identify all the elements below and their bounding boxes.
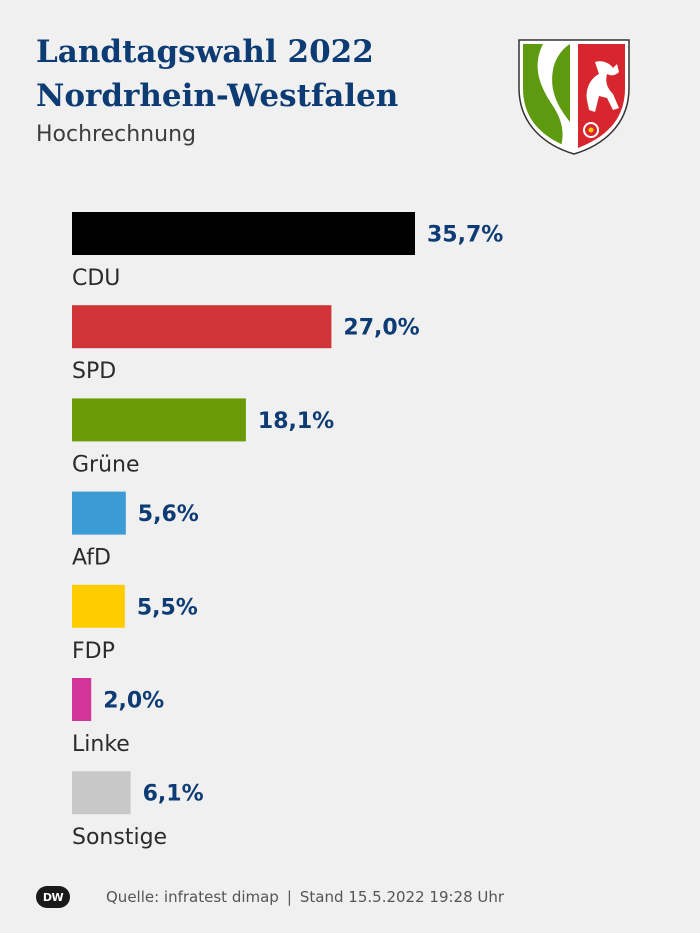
bar-spd	[72, 305, 332, 349]
value-label-gr-ne: 18,1%	[258, 409, 334, 434]
category-label-sonstige: Sonstige	[72, 825, 167, 850]
value-label-sonstige: 6,1%	[143, 782, 204, 807]
value-label-cdu: 35,7%	[427, 223, 503, 248]
bar-linke	[72, 678, 92, 721]
bar-gr-ne	[72, 398, 246, 442]
bar-fdp	[72, 584, 125, 628]
stand-text: Stand 15.5.2022 19:28 Uhr	[299, 888, 505, 906]
dw-logo: DW	[36, 886, 70, 908]
chart-title: Landtagswahl 2022 Nordrhein-Westfalen	[36, 30, 398, 118]
title-line-1: Landtagswahl 2022	[36, 34, 374, 70]
bar-chart: 35,7% CDU 27,0% SPD 18,1% Grüne 5,6% AfD 5,5% FDP…	[72, 212, 503, 850]
footer-separator: |	[286, 888, 292, 906]
category-label-gr-ne: Grüne	[72, 452, 140, 477]
category-label-linke: Linke	[72, 732, 130, 757]
category-label-afd: AfD	[72, 546, 111, 571]
bar-afd	[72, 491, 126, 535]
nrw-coat-of-arms-icon	[518, 39, 630, 155]
category-label-spd: SPD	[72, 359, 116, 384]
source-text: Quelle: infratest dimap	[106, 888, 279, 906]
category-label-fdp: FDP	[72, 639, 115, 664]
bar-cdu	[72, 212, 415, 255]
value-label-afd: 5,6%	[138, 502, 199, 527]
title-line-2: Nordrhein-Westfalen	[36, 78, 399, 114]
value-label-linke: 2,0%	[103, 689, 164, 714]
value-label-spd: 27,0%	[343, 316, 419, 341]
footer: DW Quelle: infratest dimap | Stand 15.5.…	[36, 882, 504, 912]
bar-sonstige	[72, 771, 131, 815]
chart-subtitle: Hochrechnung	[36, 122, 196, 147]
value-label-fdp: 5,5%	[137, 595, 198, 620]
category-label-cdu: CDU	[72, 266, 120, 291]
